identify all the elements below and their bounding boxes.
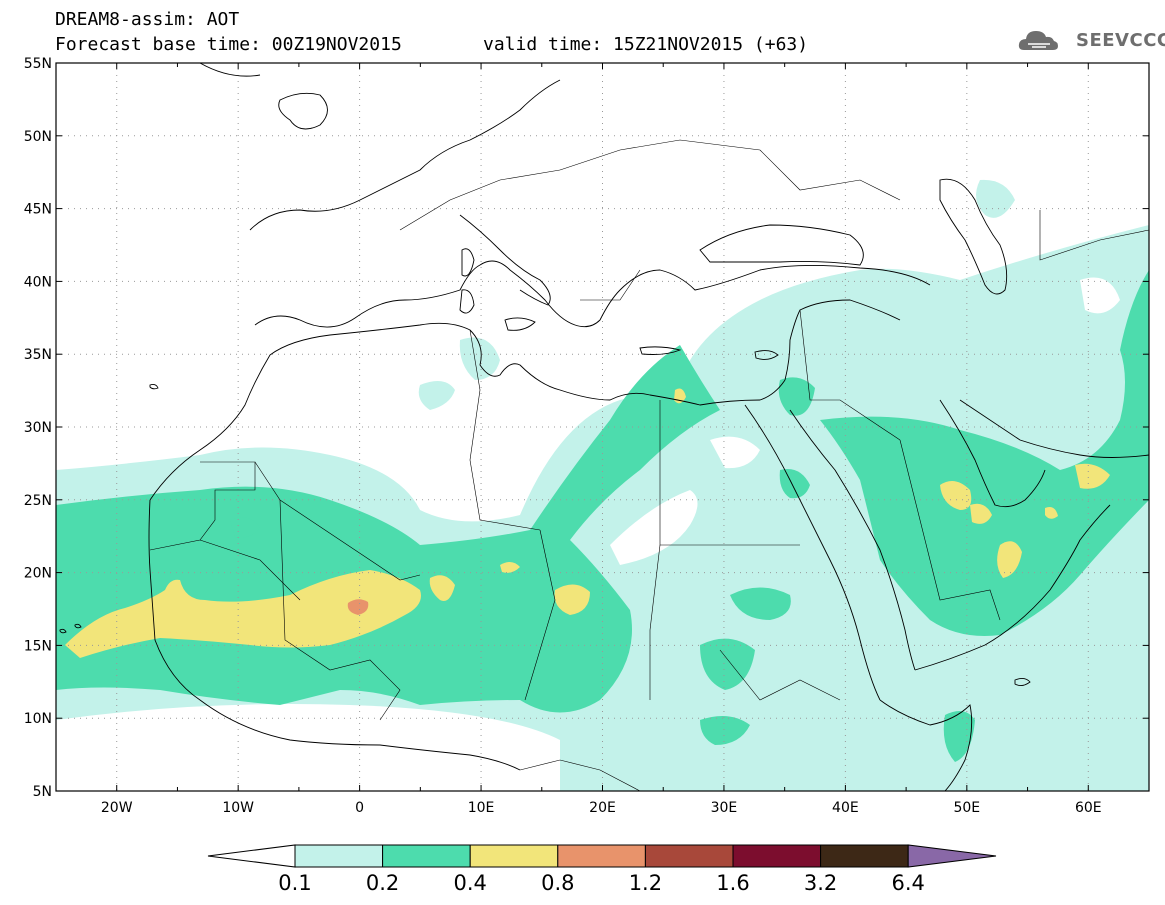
colorbar-label: 0.2: [366, 871, 399, 895]
colorbar-label: 0.8: [541, 871, 574, 895]
lon-label: 10W: [222, 800, 254, 816]
lat-label: 35N: [24, 347, 52, 363]
lon-label: 60E: [1075, 800, 1102, 816]
lon-label: 0: [355, 800, 364, 816]
colorbar-label: 1.2: [629, 871, 662, 895]
logo-text: SEEVCCC: [1076, 30, 1165, 51]
colorbar-label: 6.4: [891, 871, 924, 895]
colorbar-label: 0.1: [278, 871, 311, 895]
lon-label: 40E: [832, 800, 859, 816]
colorbar-high-arrow: [907, 844, 997, 868]
colorbar-box: [732, 844, 822, 868]
colorbar-label: 1.6: [716, 871, 749, 895]
aot-field: [56, 63, 1149, 791]
lat-label: 25N: [24, 493, 52, 509]
lat-label: 30N: [24, 420, 52, 436]
colorbar-box: [644, 844, 734, 868]
lat-label: 50N: [24, 129, 52, 145]
lat-label: 5N: [33, 784, 52, 800]
map-title: DREAM8-assim: AOT: [55, 9, 240, 30]
valid-time: valid time: 15Z21NOV2015 (+63): [483, 34, 809, 55]
forecast-base-time: Forecast base time: 00Z19NOV2015: [55, 34, 402, 55]
lon-label: 10E: [468, 800, 495, 816]
lon-label: 30E: [711, 800, 738, 816]
colorbar-box: [294, 844, 384, 868]
grid-lines: [56, 63, 1149, 791]
colorbar: 0.1 0.2 0.4 0.8 1.2 1.6 3.2 6.4: [207, 844, 997, 895]
longitude-labels: 20W 10W 0 10E 20E 30E 40E 50E 60E: [55, 63, 1150, 816]
lon-label: 50E: [953, 800, 980, 816]
lat-label: 45N: [24, 202, 52, 218]
lat-label: 15N: [24, 638, 52, 654]
colorbar-box: [382, 844, 471, 868]
aot-band-0.8-1.2: [347, 599, 369, 615]
colorbar-box: [469, 844, 559, 868]
lat-label: 20N: [24, 566, 52, 582]
lon-label: 20E: [589, 800, 616, 816]
lat-label: 10N: [24, 711, 52, 727]
lat-label: 40N: [24, 274, 52, 290]
colorbar-box: [557, 844, 646, 868]
colorbar-low-arrow: [207, 844, 296, 868]
latitude-labels: 55N 50N 45N 40N 35N 30N 25N 20N 15N 10N 5N: [24, 56, 1149, 800]
aot-band-0.4-0.8: [65, 388, 1110, 658]
country-borders: [149, 139, 1149, 791]
colorbar-label: 0.4: [453, 871, 486, 895]
lon-label: 20W: [101, 800, 133, 816]
colorbar-label: 3.2: [804, 871, 837, 895]
lat-label: 55N: [24, 56, 52, 72]
colorbar-box: [820, 844, 909, 868]
cloud-icon: [1018, 31, 1058, 50]
